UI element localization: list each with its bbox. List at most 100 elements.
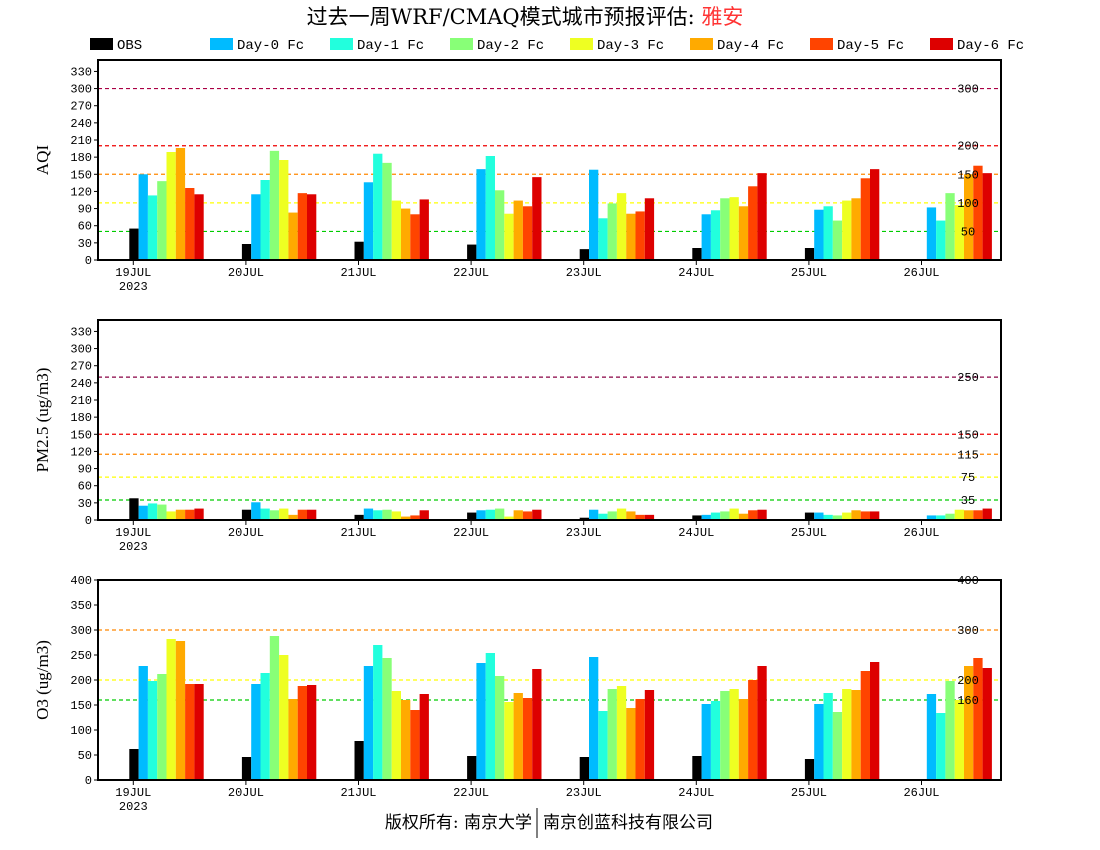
bar-obs — [354, 514, 364, 520]
bar-day-2-fc — [495, 676, 505, 780]
y-tick-label: 150 — [70, 428, 92, 442]
bar-day-0-fc — [476, 510, 486, 520]
bar-day-5-fc — [297, 193, 307, 260]
reference-label: 160 — [957, 694, 979, 708]
bar-day-4-fc — [288, 699, 298, 780]
bar-day-2-fc — [495, 190, 505, 260]
bar-obs — [467, 512, 477, 520]
bar-obs — [354, 741, 364, 780]
bar-day-6-fc — [532, 669, 542, 780]
year-label: 2023 — [119, 800, 148, 814]
bar-day-4-fc — [851, 198, 861, 260]
x-tick-label: 20JUL — [228, 786, 264, 800]
bar-day-4-fc — [964, 666, 974, 780]
bar-day-6-fc — [757, 173, 767, 260]
x-tick-label: 25JUL — [791, 526, 827, 540]
bar-day-1-fc — [260, 180, 270, 260]
bar-day-0-fc — [701, 214, 711, 260]
y-tick-label: 150 — [70, 168, 92, 182]
bar-obs — [804, 512, 815, 520]
chart-panels: 5010015020030003060901201501802102402703… — [33, 59, 1002, 814]
x-tick-label: 19JUL — [115, 526, 151, 540]
bar-day-1-fc — [485, 653, 495, 780]
bar-day-1-fc — [710, 512, 721, 520]
y-tick-label: 30 — [78, 497, 92, 511]
reference-label: 100 — [957, 197, 979, 211]
bar-obs — [241, 757, 252, 780]
bar-day-2-fc — [945, 193, 955, 260]
bar-day-6-fc — [644, 690, 655, 780]
bar-obs — [692, 248, 702, 260]
year-label: 2023 — [119, 540, 148, 554]
y-tick-label: 50 — [78, 749, 92, 763]
bar-day-6-fc — [419, 199, 429, 260]
legend-item: Day-1 Fc — [330, 38, 424, 54]
legend-swatch — [930, 38, 953, 50]
x-tick-label: 26JUL — [903, 526, 939, 540]
bar-obs — [467, 244, 477, 260]
panel-0: 50 100 150 200 300 0 30 60 90 120 150 180 210 240 270 3… — [33, 59, 1002, 294]
bar-day-1-fc — [147, 681, 158, 780]
reference-label: 250 — [957, 371, 979, 385]
x-tick-label: 24JUL — [678, 266, 714, 280]
bar-day-1-fc — [485, 156, 495, 260]
x-tick-label: 20JUL — [228, 526, 264, 540]
bar-day-3-fc — [279, 655, 289, 780]
x-tick-label: 25JUL — [791, 786, 827, 800]
bar-day-2-fc — [945, 513, 955, 520]
bar-day-5-fc — [635, 514, 645, 520]
bar-day-5-fc — [185, 509, 195, 520]
bar-day-4-fc — [401, 516, 411, 520]
bar-day-1-fc — [710, 210, 721, 260]
bar-obs — [579, 249, 589, 260]
year-label: 2023 — [119, 280, 148, 294]
bar-day-4-fc — [738, 513, 749, 520]
legend-swatch — [450, 38, 473, 50]
bar-day-1-fc — [147, 503, 158, 520]
bar-day-0-fc — [701, 514, 711, 520]
bar-day-3-fc — [729, 508, 739, 520]
x-tick-label: 24JUL — [678, 786, 714, 800]
bar-day-3-fc — [954, 509, 964, 520]
plot-frame — [97, 319, 1002, 521]
y-tick-label: 60 — [78, 480, 92, 494]
y-tick-label: 0 — [85, 514, 92, 528]
bar-day-5-fc — [185, 188, 195, 260]
bar-day-5-fc — [635, 699, 645, 780]
reference-label: 200 — [957, 140, 979, 154]
bar-day-2-fc — [832, 515, 843, 520]
bar-day-0-fc — [363, 182, 374, 260]
x-tick-label: 23JUL — [566, 786, 602, 800]
bar-day-1-fc — [823, 693, 833, 780]
legend-swatch — [690, 38, 713, 50]
bar-day-3-fc — [391, 691, 401, 780]
bar-obs — [804, 759, 815, 780]
y-tick-label: 150 — [70, 699, 92, 713]
bar-day-4-fc — [513, 693, 523, 780]
footer-left: 版权所有: 南京大学 — [385, 813, 532, 833]
bar-day-6-fc — [307, 685, 317, 780]
legend-item: Day-5 Fc — [810, 38, 904, 54]
y-tick-label: 210 — [70, 134, 92, 148]
bar-day-4-fc — [401, 700, 411, 780]
bar-day-1-fc — [260, 673, 270, 780]
bar-day-3-fc — [729, 689, 739, 780]
bar-obs — [579, 757, 589, 780]
bar-day-2-fc — [945, 681, 955, 780]
bar-day-0-fc — [814, 209, 824, 260]
bar-day-2-fc — [157, 504, 167, 520]
bar-day-2-fc — [495, 508, 505, 520]
bar-day-3-fc — [842, 689, 852, 780]
bar-day-3-fc — [954, 205, 964, 260]
bar-day-5-fc — [973, 510, 983, 520]
reference-label: 115 — [957, 448, 979, 462]
x-tick-label: 26JUL — [903, 786, 939, 800]
y-tick-label: 270 — [70, 100, 92, 114]
bar-day-5-fc — [297, 509, 307, 520]
bar-day-2-fc — [157, 181, 167, 260]
y-tick-label: 180 — [70, 151, 92, 165]
bar-obs — [129, 749, 139, 780]
bar-day-2-fc — [607, 689, 617, 780]
bar-day-3-fc — [504, 213, 514, 260]
